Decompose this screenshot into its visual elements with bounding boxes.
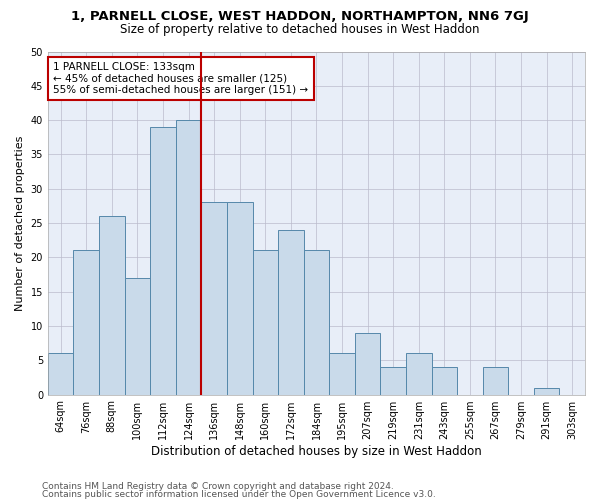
Bar	[482, 367, 508, 394]
Bar	[380, 367, 406, 394]
Bar	[355, 333, 380, 394]
Text: 1, PARNELL CLOSE, WEST HADDON, NORTHAMPTON, NN6 7GJ: 1, PARNELL CLOSE, WEST HADDON, NORTHAMPT…	[71, 10, 529, 23]
Bar	[176, 120, 202, 394]
Bar	[227, 202, 253, 394]
Y-axis label: Number of detached properties: Number of detached properties	[15, 136, 25, 310]
Text: Contains public sector information licensed under the Open Government Licence v3: Contains public sector information licen…	[42, 490, 436, 499]
Bar	[202, 202, 227, 394]
Bar	[304, 250, 329, 394]
Bar	[431, 367, 457, 394]
Text: Contains HM Land Registry data © Crown copyright and database right 2024.: Contains HM Land Registry data © Crown c…	[42, 482, 394, 491]
Bar	[253, 250, 278, 394]
Bar	[48, 354, 73, 395]
X-axis label: Distribution of detached houses by size in West Haddon: Distribution of detached houses by size …	[151, 444, 482, 458]
Text: 1 PARNELL CLOSE: 133sqm
← 45% of detached houses are smaller (125)
55% of semi-d: 1 PARNELL CLOSE: 133sqm ← 45% of detache…	[53, 62, 308, 95]
Text: Size of property relative to detached houses in West Haddon: Size of property relative to detached ho…	[120, 22, 480, 36]
Bar	[534, 388, 559, 394]
Bar	[125, 278, 150, 394]
Bar	[329, 354, 355, 395]
Bar	[99, 216, 125, 394]
Bar	[278, 230, 304, 394]
Bar	[406, 354, 431, 395]
Bar	[73, 250, 99, 394]
Bar	[150, 127, 176, 394]
